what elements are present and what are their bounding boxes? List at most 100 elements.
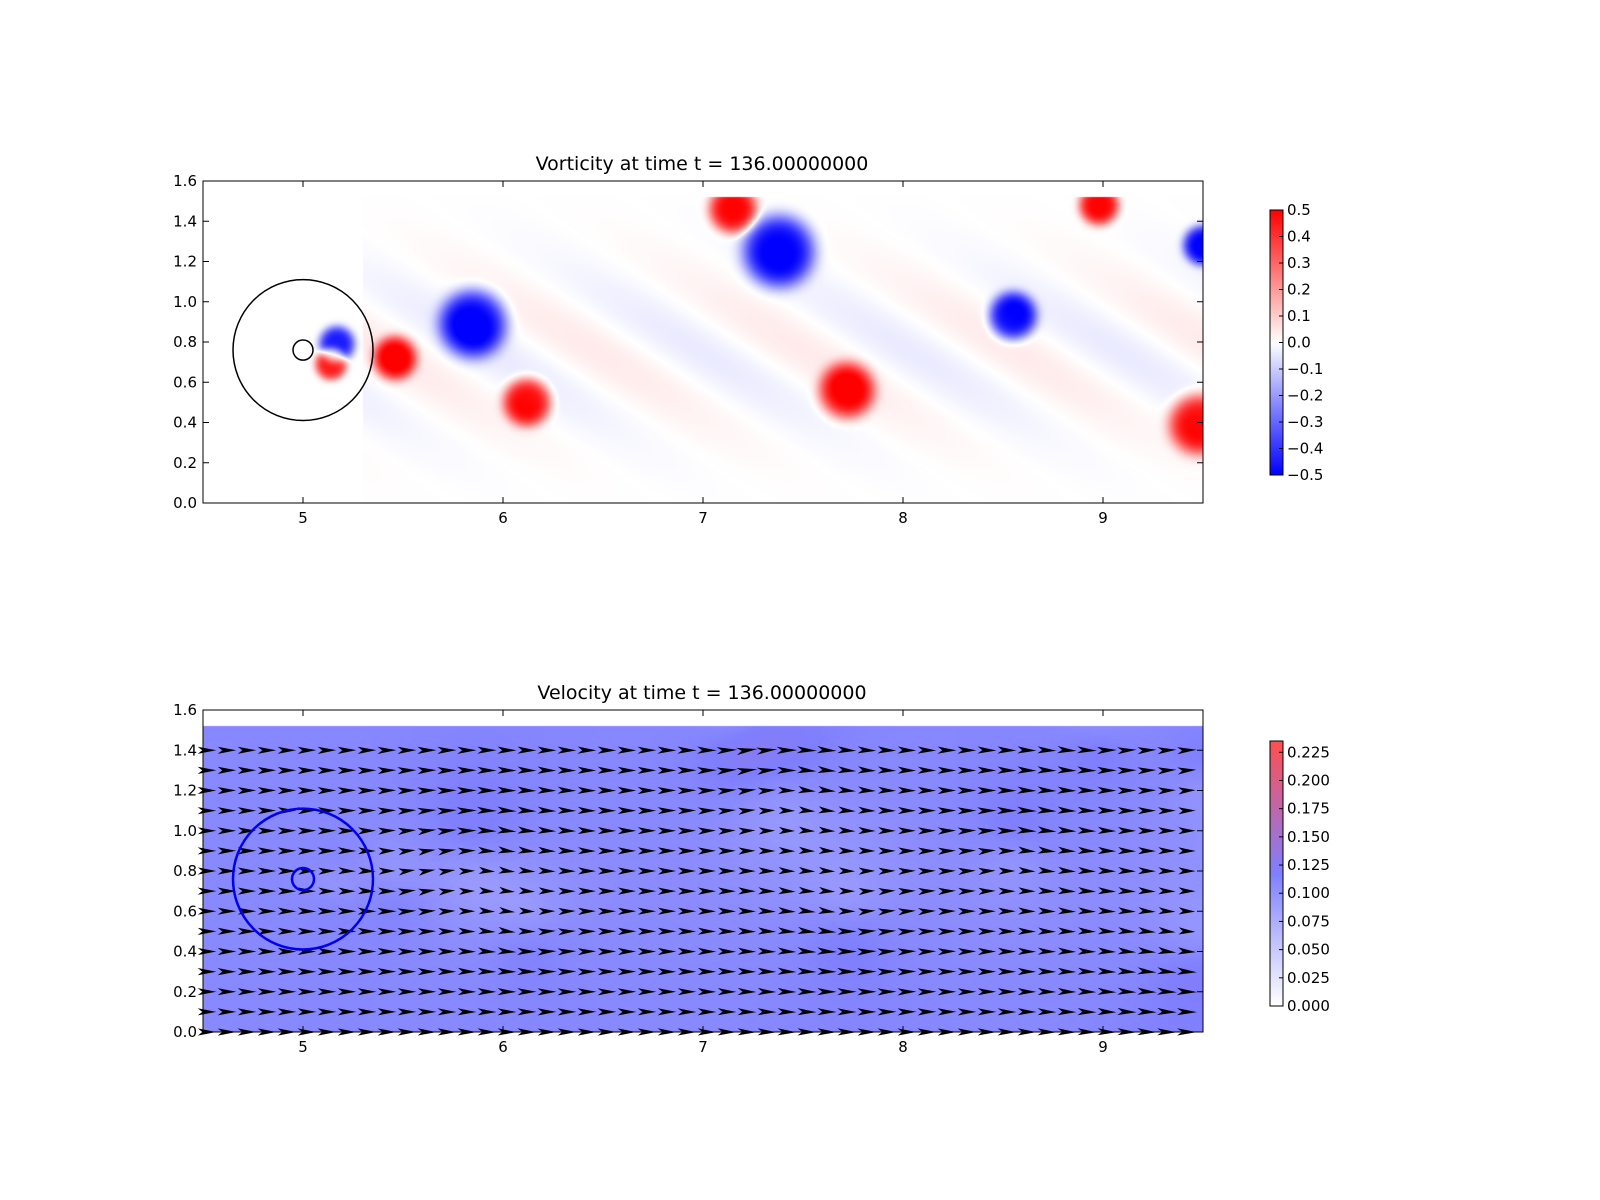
quiver-arrow [1037,846,1057,854]
quiver-arrow [697,967,717,976]
quiver-arrow [897,766,917,774]
colorbar-tick-label: 0.0 [1287,334,1311,352]
quiver-arrow [557,786,577,794]
quiver-arrow [898,847,916,855]
quiver-arrow [477,988,497,996]
quiver-arrow [1138,867,1156,875]
quiver-arrow [937,827,957,835]
quiver-arrow [1137,947,1157,955]
y-tick-label: 0.6 [173,373,197,391]
quiver-arrow [317,847,337,855]
quiver-arrow [1138,847,1156,855]
quiver-arrow [898,887,916,896]
quiver-arrow [858,847,876,855]
quiver-arrow [697,807,717,815]
colorbar-tick-label: −0.4 [1287,440,1323,458]
vorticity-title: Vorticity at time t = 136.00000000 [536,153,869,175]
quiver-arrow [998,867,1016,875]
quiver-arrow [957,786,977,795]
quiver-arrow [437,828,457,836]
quiver-arrow [257,947,277,955]
quiver-arrow [1137,987,1157,995]
quiver-arrow [357,807,377,815]
quiver-arrow [417,908,436,916]
quiver-arrow [617,806,637,815]
quiver-arrow [557,968,577,976]
quiver-arrow [357,947,377,956]
quiver-arrow [718,847,736,855]
quiver-arrow [1017,947,1037,955]
quiver-arrow [777,766,797,774]
quiver-arrow [877,1008,897,1016]
quiver-arrow [277,988,297,996]
quiver-arrow [337,807,357,815]
quiver-arrow [1018,907,1036,915]
quiver-arrow [1177,747,1197,755]
y-tick-label: 0.8 [173,333,197,351]
quiver-arrow [1138,907,1156,915]
colorbar-tick-label: −0.3 [1287,413,1323,431]
quiver-arrow [1097,826,1117,834]
quiver-arrow [438,868,456,876]
quiver-arrow [817,947,837,955]
quiver-arrow [1057,987,1077,996]
quiver-arrow [897,908,916,916]
quiver-arrow [457,967,477,975]
quiver-arrow [1077,967,1097,975]
quiver-arrow [237,807,257,815]
quiver-arrow [977,968,997,976]
quiver-arrow [997,947,1016,955]
quiver-arrow [1158,926,1176,935]
velocity-plot-area: 5 6 7 8 9 0.0 0.2 0.4 0.6 0.8 1.0 1.2 1.4 1.6 [173,701,1204,1056]
quiver-arrow [1178,787,1196,795]
quiver-arrow [737,987,757,996]
quiver-arrow [457,766,477,774]
quiver-arrow [758,807,776,815]
colorbar-tick-label: 0.3 [1287,254,1311,272]
quiver-arrow [817,988,837,996]
quiver-arrow [577,746,597,754]
quiver-arrow [657,847,677,855]
quiver-arrow [1016,806,1037,814]
quiver-arrow [317,787,337,795]
region-circle [232,278,374,422]
quiver-arrow [537,1008,557,1016]
quiver-arrow [1157,967,1177,975]
quiver-arrow [1137,767,1157,775]
quiver-arrow [738,887,756,895]
quiver-arrow [1077,746,1097,754]
quiver-arrow [697,787,717,795]
quiver-arrow [277,746,297,754]
y-tick-label: 1.2 [173,782,197,800]
quiver-arrow [417,888,436,896]
quiver-arrow [417,828,437,836]
vorticity-panel: Vorticity at time t = 136.00000000 5 6 7 8 9… [173,153,1323,527]
quiver-arrow [857,988,877,996]
y-tick-label: 1.6 [173,172,197,190]
quiver-arrow [717,807,736,815]
quiver-arrow [237,1008,257,1016]
quiver-arrow [217,988,237,996]
quiver-arrow [698,887,716,895]
quiver-arrow [397,968,417,976]
quiver-arrow [657,887,677,895]
colorbar-tick-label: −0.1 [1287,360,1323,378]
quiver-arrow [577,786,597,794]
quiver-arrow [637,927,657,935]
quiver-arrow [458,887,475,895]
quiver-arrow [777,947,797,955]
quiver-arrow [378,847,396,855]
quiver-arrow [1077,866,1096,875]
quiver-arrow [578,867,596,875]
y-tick-label: 0.4 [173,414,197,432]
quiver-arrow [817,967,837,975]
quiver-arrow [1157,747,1177,755]
quiver-arrow [617,847,637,855]
quiver-arrow [458,907,476,915]
quiver-arrow [1138,887,1156,895]
x-tick-label: 9 [1098,1038,1108,1056]
quiver-arrow [897,806,916,815]
quiver-arrow [437,988,457,996]
quiver-arrow [717,1008,737,1016]
